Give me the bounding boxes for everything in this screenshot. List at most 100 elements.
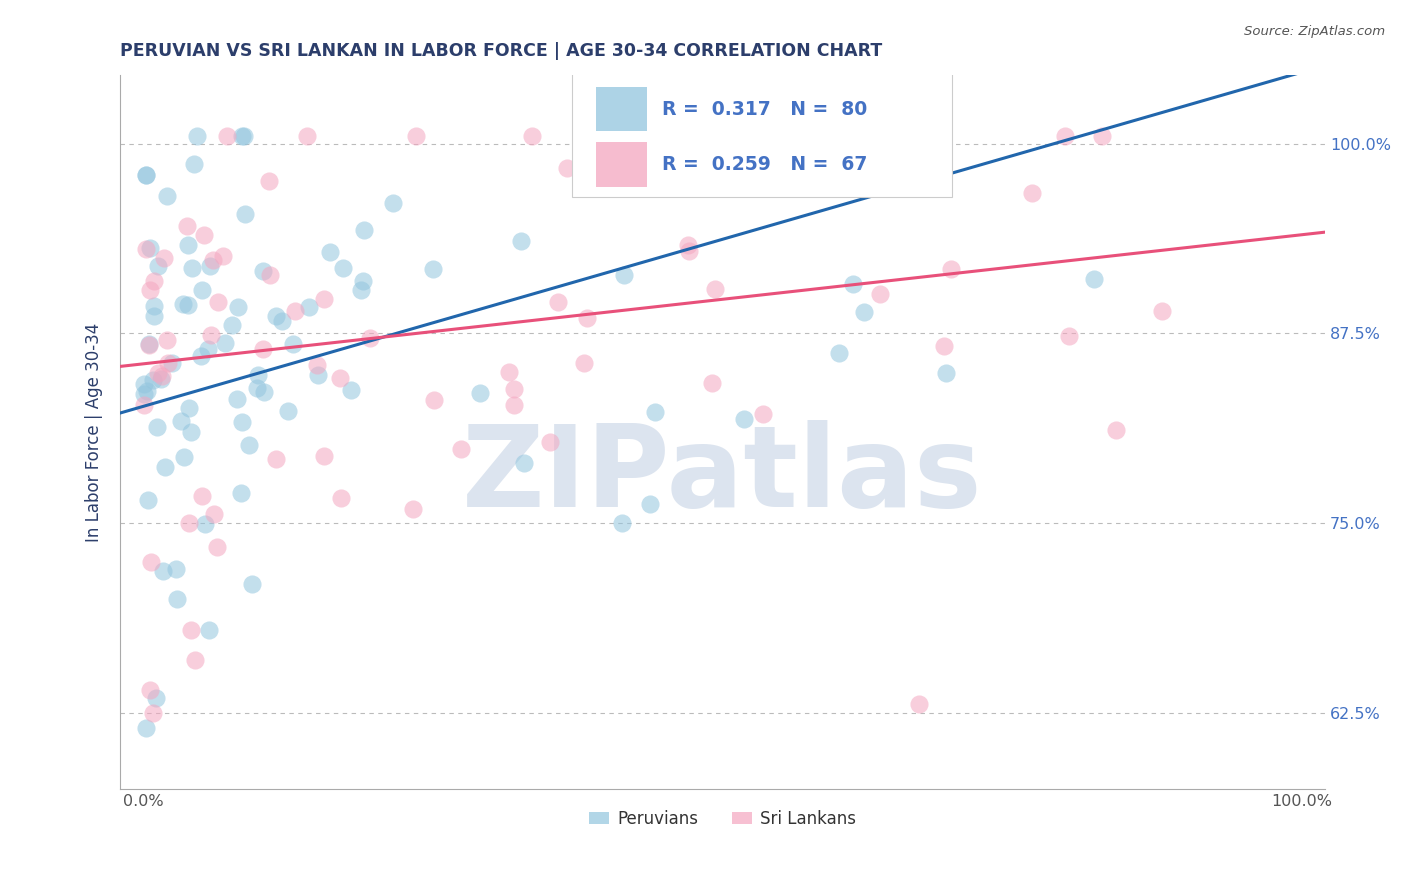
Point xyxy=(165,562,187,576)
Text: R =  0.317   N =  80: R = 0.317 N = 80 xyxy=(662,100,868,119)
Point xyxy=(176,219,198,234)
Point xyxy=(231,128,253,143)
Point xyxy=(252,342,274,356)
Point xyxy=(405,128,427,143)
Point xyxy=(264,451,287,466)
Point xyxy=(1091,128,1114,143)
Point xyxy=(226,392,249,407)
Point xyxy=(152,564,174,578)
Point xyxy=(132,376,155,391)
Point xyxy=(908,698,931,712)
Point xyxy=(932,339,955,353)
Point xyxy=(733,411,755,425)
Point xyxy=(510,234,533,248)
Point xyxy=(1057,329,1080,343)
Point xyxy=(200,260,222,274)
Point xyxy=(735,136,758,150)
Point xyxy=(149,371,172,385)
Point xyxy=(179,516,201,530)
Point xyxy=(935,367,957,381)
Point xyxy=(253,384,276,399)
Point xyxy=(678,244,700,259)
Point xyxy=(139,241,162,255)
Point xyxy=(638,497,661,511)
Point xyxy=(827,346,849,360)
Text: Source: ZipAtlas.com: Source: ZipAtlas.com xyxy=(1244,25,1385,38)
Point xyxy=(139,555,162,569)
Point xyxy=(173,450,195,464)
Point xyxy=(202,252,225,267)
Point xyxy=(319,245,342,260)
Text: ZIPatlas: ZIPatlas xyxy=(463,419,983,531)
Point xyxy=(572,356,595,370)
Point xyxy=(136,493,159,508)
Point xyxy=(242,577,264,591)
Point xyxy=(183,157,205,171)
Point xyxy=(513,456,536,470)
Point xyxy=(381,196,404,211)
Point xyxy=(247,368,270,383)
Point xyxy=(1053,128,1076,143)
Point xyxy=(852,305,875,319)
Point xyxy=(212,249,235,263)
Point xyxy=(340,383,363,397)
Text: PERUVIAN VS SRI LANKAN IN LABOR FORCE | AGE 30-34 CORRELATION CHART: PERUVIAN VS SRI LANKAN IN LABOR FORCE | … xyxy=(120,42,882,60)
Point xyxy=(166,592,188,607)
Point xyxy=(214,335,236,350)
Point xyxy=(284,304,307,318)
Point xyxy=(142,274,165,288)
Point xyxy=(702,376,724,390)
Point xyxy=(312,449,335,463)
Point xyxy=(156,189,179,203)
Point xyxy=(277,404,299,418)
Point xyxy=(939,262,962,277)
Point xyxy=(359,331,381,345)
Point xyxy=(215,128,238,143)
Point xyxy=(305,358,328,372)
Point xyxy=(547,294,569,309)
Point xyxy=(177,298,200,312)
Point xyxy=(238,437,260,451)
Point xyxy=(162,355,184,369)
Point xyxy=(555,161,578,176)
Point xyxy=(231,415,253,429)
Point xyxy=(704,282,727,296)
Point xyxy=(205,541,228,555)
Point xyxy=(194,516,217,531)
Point xyxy=(177,401,200,416)
Point xyxy=(138,283,160,297)
Point xyxy=(575,311,598,326)
Point xyxy=(259,268,281,282)
Point xyxy=(298,300,321,314)
Point xyxy=(423,392,446,407)
Point xyxy=(307,368,329,383)
Point xyxy=(613,268,636,282)
Point xyxy=(246,381,269,395)
Point xyxy=(177,238,200,252)
Point xyxy=(252,264,274,278)
Point xyxy=(197,343,219,357)
Point xyxy=(142,299,165,313)
Point xyxy=(153,252,176,266)
Point xyxy=(233,128,256,143)
Point xyxy=(200,328,222,343)
Point xyxy=(1083,272,1105,286)
Point xyxy=(170,414,193,428)
Point xyxy=(190,349,212,363)
Point xyxy=(135,169,157,183)
Point xyxy=(295,128,318,143)
Point xyxy=(146,259,169,273)
Point xyxy=(422,261,444,276)
Point xyxy=(231,486,253,500)
Point xyxy=(146,420,169,434)
Point xyxy=(352,274,374,288)
Point xyxy=(186,128,208,143)
FancyBboxPatch shape xyxy=(596,87,647,131)
Point xyxy=(184,653,207,667)
Point xyxy=(228,300,250,314)
Point xyxy=(193,227,215,242)
Point xyxy=(172,297,194,311)
Point xyxy=(1152,304,1174,318)
Text: R =  0.259   N =  67: R = 0.259 N = 67 xyxy=(662,155,868,174)
Point xyxy=(207,294,229,309)
